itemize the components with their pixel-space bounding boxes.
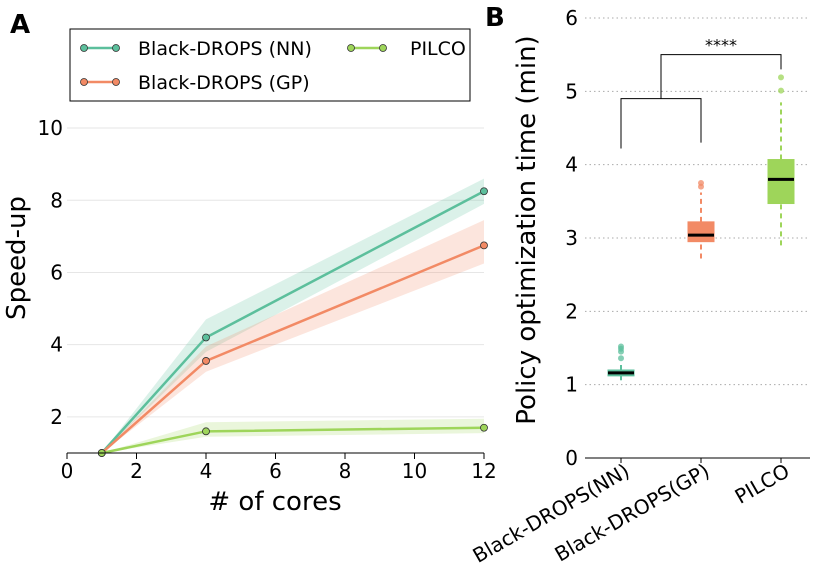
speedup-y-tick-label: 2	[50, 405, 63, 429]
boxplot-y-tick-label: 1	[565, 373, 578, 397]
legend-frame	[69, 28, 471, 102]
bracket-outer	[660, 54, 782, 99]
point-black-drops-nn	[202, 333, 210, 342]
bracket-inner	[620, 98, 702, 149]
category-label-pilco: PILCO	[731, 459, 794, 509]
speedup-y-ticks: 2 4 6 8 10	[38, 116, 63, 429]
speedup-x-tick-label: 6	[269, 459, 282, 483]
point-pilco	[202, 427, 210, 436]
outlier-black-drops-gp	[698, 180, 704, 186]
point-black-drops-nn	[480, 187, 488, 196]
speedup-legend: Black-DROPS (NN) Black-DROPS (GP) PILCO	[69, 28, 471, 102]
speedup-x-tick-label: 0	[61, 459, 74, 483]
speedup-gridlines	[67, 127, 484, 418]
band-black-drops-gp	[101, 220, 484, 453]
legend-marker-nn-left	[80, 44, 88, 52]
point-black-drops-gp	[202, 357, 210, 365]
speedup-x-tick-label: 2	[130, 459, 143, 483]
speedup-chart: A 0 2 4 6 8 10 12 2 4 6 8 10 # of cores Speed-up B…	[2, 10, 497, 517]
boxplot-category-labels: Black-DROPS(NN)Black-DROPS(GP) PILCO	[469, 458, 794, 568]
legend-marker-gp-right	[112, 78, 120, 86]
legend-entry-gp: Black-DROPS (GP)	[80, 72, 310, 94]
speedup-y-tick-label: 6	[50, 260, 63, 284]
legend-marker-pilco-right	[379, 44, 387, 52]
speedup-x-tick-label: 10	[402, 459, 427, 483]
legend-entry-pilco: PILCO	[347, 38, 466, 60]
legend-marker-pilco-left	[347, 44, 355, 52]
significance-bracket: ****	[620, 36, 782, 149]
speedup-bands	[101, 178, 484, 453]
speedup-x-axis-label: # of cores	[208, 487, 341, 517]
legend-marker-gp-left	[80, 78, 88, 86]
speedup-y-axis-label: Speed-up	[2, 196, 32, 320]
legend-label-nn: Black-DROPS (NN)	[138, 38, 312, 60]
legend-label-gp: Black-DROPS (GP)	[138, 72, 310, 94]
outlier-pilco	[778, 74, 784, 81]
box-pilco	[767, 159, 795, 205]
legend-entry-nn: Black-DROPS (NN)	[80, 38, 312, 60]
panel-b-label: B	[485, 3, 505, 33]
boxplot-y-tick-label: 6	[565, 6, 578, 30]
legend-label-pilco: PILCO	[410, 38, 466, 60]
speedup-x-tick-label: 8	[339, 459, 352, 483]
speedup-y-tick-label: 8	[50, 188, 63, 212]
boxplot-y-tick-label: 2	[565, 299, 578, 323]
outlier-black-drops-nn	[618, 343, 624, 350]
band-black-drops-nn	[101, 178, 484, 453]
point-black-drops-gp	[480, 241, 488, 250]
boxplot-boxes	[607, 74, 795, 381]
band-pilco	[101, 418, 484, 453]
speedup-x-tick-label: 4	[200, 459, 213, 483]
speedup-y-tick-label: 4	[50, 333, 63, 357]
point-pilco	[480, 423, 488, 432]
boxplot-y-axis-label: Policy optimization time (min)	[512, 35, 542, 424]
legend-marker-nn-right	[112, 44, 120, 52]
boxplot-y-ticks: 0 1 2 3 4 5 6	[565, 6, 578, 470]
boxplot-y-tick-label: 3	[565, 226, 578, 250]
speedup-y-tick-label: 10	[38, 116, 63, 140]
outlier-black-drops-nn	[618, 355, 624, 362]
speedup-x-ticks: 0 2 4 6 8 10 12	[61, 453, 497, 483]
box-black-drops-gp	[687, 221, 715, 243]
outlier-pilco	[778, 87, 784, 94]
significance-label: ****	[705, 36, 737, 55]
boxplot-y-tick-label: 0	[565, 446, 578, 470]
panel-a-label: A	[10, 10, 30, 40]
boxplot-y-tick-label: 5	[565, 79, 578, 103]
boxplot-y-tick-label: 4	[565, 153, 578, 177]
speedup-x-tick-label: 12	[471, 459, 496, 483]
